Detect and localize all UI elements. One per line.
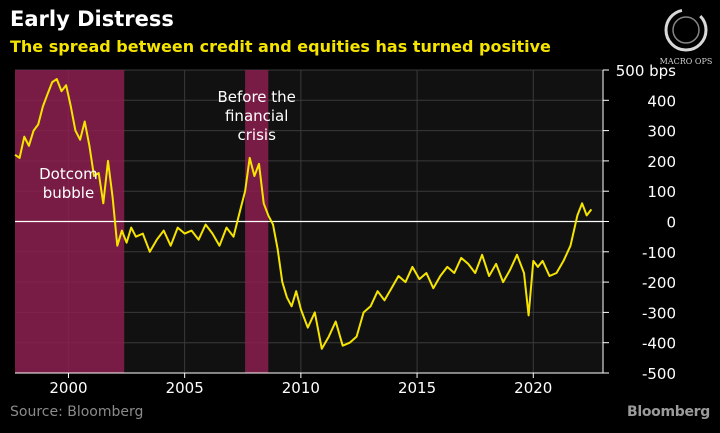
y-tick-label: -100 [642,244,676,262]
series-line [14,78,593,350]
watermark-text: MACRO OPS [660,57,713,66]
region-label: Before the financial crisis [217,88,295,144]
y-tick-label: 500 bps [616,62,676,80]
region-label-line: Dotcom [39,165,98,183]
x-tick-label: 2000 [49,379,87,397]
y-tick-label: -500 [642,365,676,383]
x-tick-label: 2005 [166,379,204,397]
y-tick-label: -400 [642,335,676,353]
y-tick-label: 0 [666,214,676,232]
source-note: Source: Bloomberg [10,404,144,420]
region-label-line: crisis [238,126,277,144]
bloomberg-brand: Bloomberg [626,404,710,420]
region-label: Dotcom bubble [39,165,98,202]
y-tick-label: 300 [647,123,676,141]
y-tick-label: 400 [647,92,676,110]
y-tick-label: -200 [642,274,676,292]
y-tick-label: 200 [647,153,676,171]
x-tick-label: 2010 [282,379,320,397]
region-label-line: financial [225,107,288,125]
y-tick-label: -300 [642,304,676,322]
chart-title: Early Distress [10,7,174,31]
x-tick-label: 2020 [514,379,552,397]
region-label-line: bubble [43,184,94,202]
x-tick-label: 2015 [398,379,436,397]
macro-ops-logo-icon: MACRO OPS [660,8,713,66]
chart-subtitle: The spread between credit and equities h… [10,37,551,56]
y-tick-label: 100 [647,183,676,201]
region-label-line: Before the [217,88,295,106]
